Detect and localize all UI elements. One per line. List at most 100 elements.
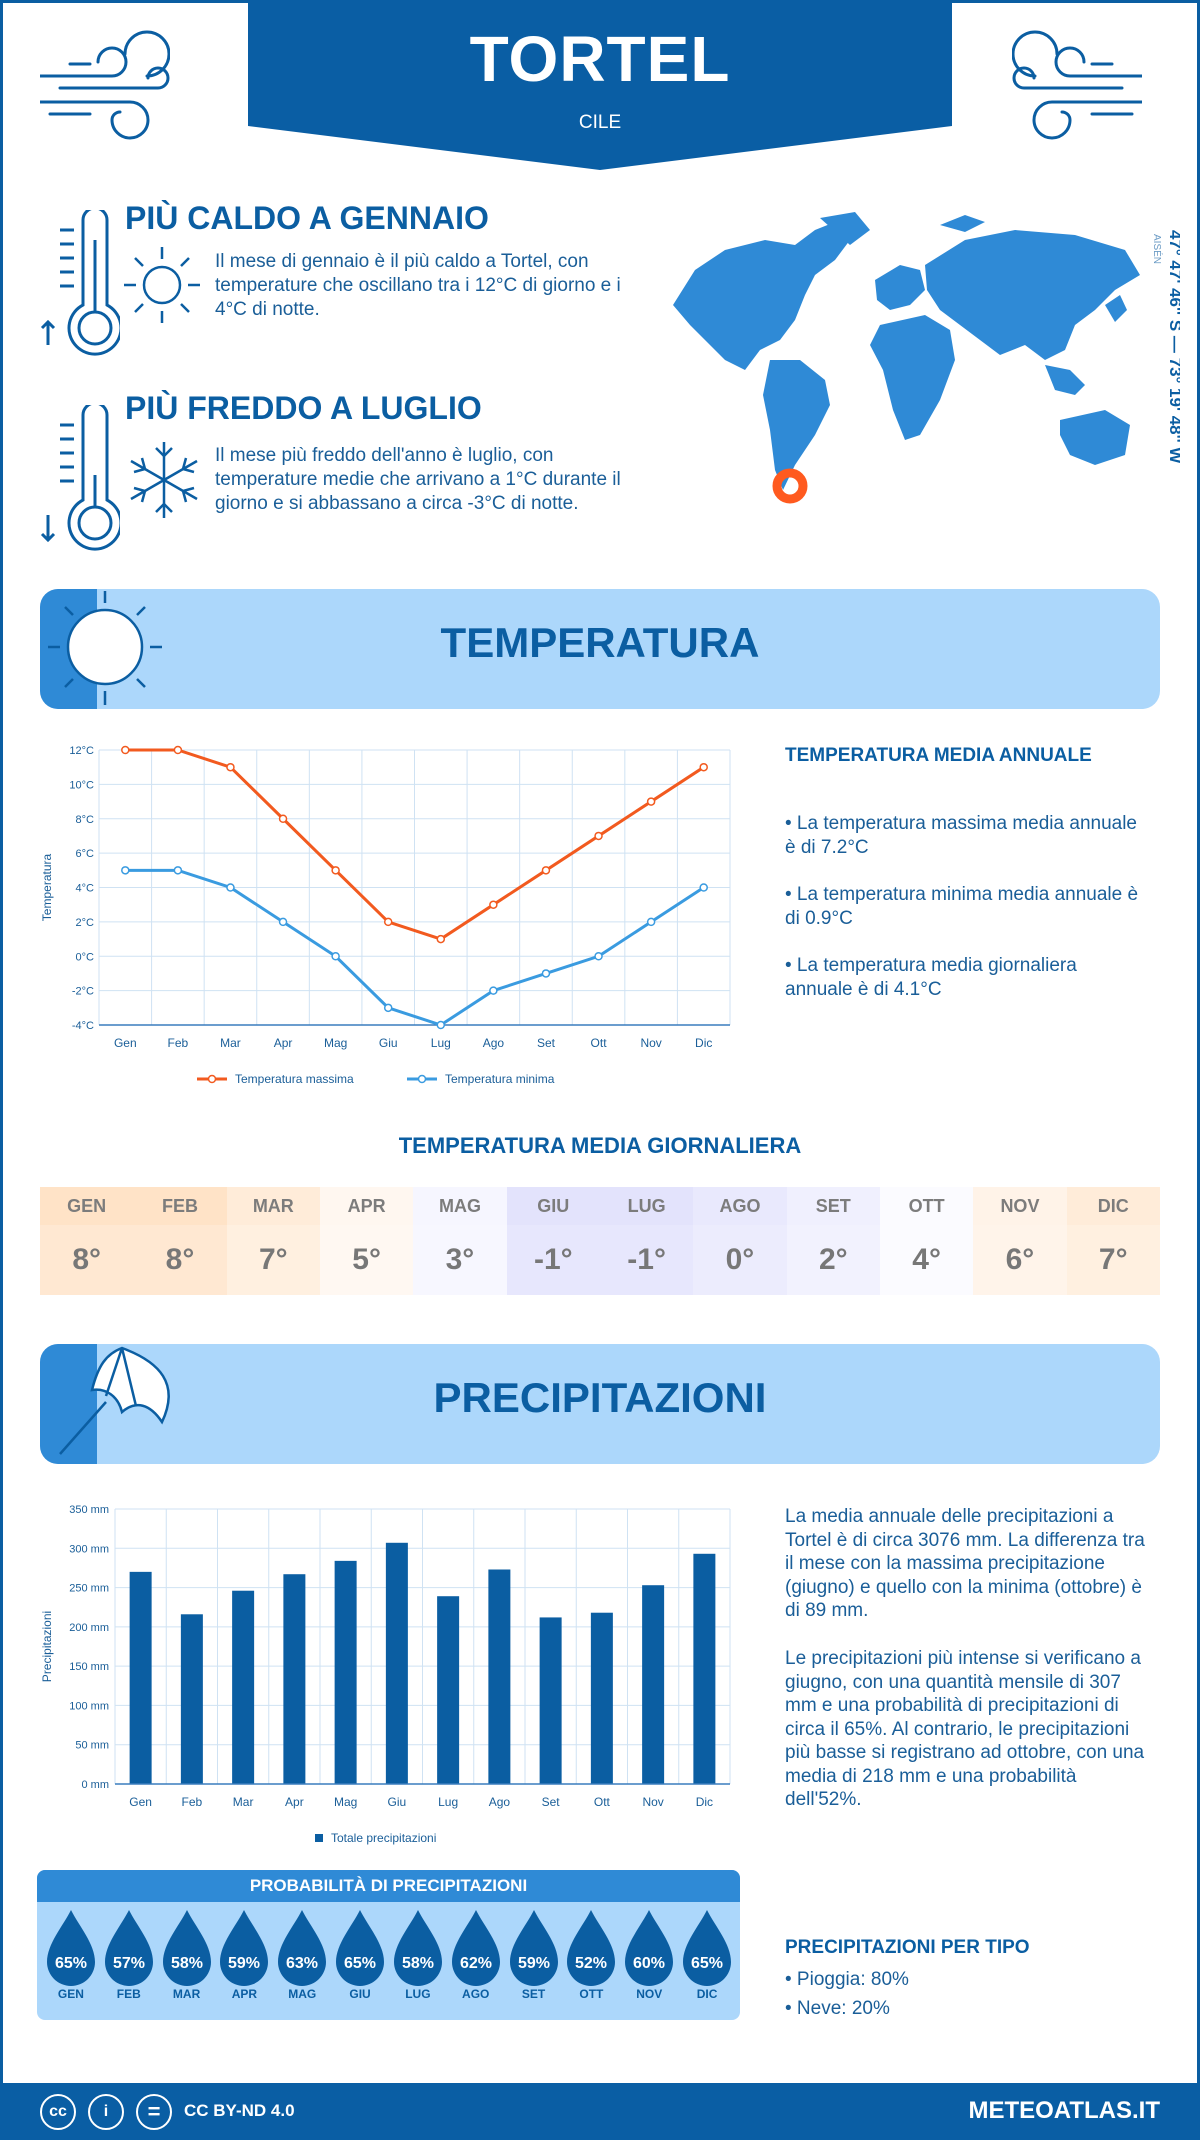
drop-shape xyxy=(393,1910,442,1986)
daily-month: FEB xyxy=(133,1187,227,1225)
daily-cell: GEN 8° xyxy=(40,1187,134,1295)
drop-shape xyxy=(46,1910,95,1986)
daily-cell: GIU -1° xyxy=(506,1187,600,1295)
y-tick-label: 0 mm xyxy=(82,1779,110,1791)
x-tick-label: Apr xyxy=(274,1036,293,1050)
x-tick-label: Nov xyxy=(640,1036,661,1050)
data-point xyxy=(646,797,656,806)
probability-item: 62% AGO xyxy=(447,1908,505,2001)
probability-item: 65% GIU xyxy=(331,1908,389,2001)
brand-link[interactable]: METEOATLAS.IT xyxy=(968,2097,1160,2124)
probability-item: 65% GEN xyxy=(42,1908,100,2001)
x-tick-label: Nov xyxy=(642,1795,663,1809)
probability-value: 60% xyxy=(633,1955,665,1972)
daily-cell: APR 5° xyxy=(319,1187,414,1295)
precip-type-rain: • Pioggia: 80% xyxy=(785,1969,909,1990)
data-point xyxy=(489,986,498,995)
y-tick-label: 0°C xyxy=(76,951,95,963)
legend-label: Temperatura minima xyxy=(445,1072,555,1086)
data-point xyxy=(594,831,603,841)
drop-shape xyxy=(220,1910,269,1986)
raindrop-icon: 63% xyxy=(278,1910,327,1986)
x-tick-label: Mar xyxy=(233,1795,254,1809)
probability-value: 58% xyxy=(171,1955,203,1972)
country-name: CILE xyxy=(578,112,622,133)
data-point xyxy=(383,917,393,927)
probability-month: NOV xyxy=(636,1987,663,2001)
data-point xyxy=(383,1003,393,1013)
data-point xyxy=(646,917,656,927)
coldest-text: Il mese più freddo dell'anno è luglio, c… xyxy=(215,445,621,514)
bar xyxy=(488,1569,511,1784)
data-point xyxy=(594,952,603,961)
daily-value: -1° xyxy=(506,1225,600,1295)
probability-value: 62% xyxy=(460,1955,492,1972)
bar xyxy=(437,1596,460,1784)
warmest-text: Il mese di gennaio è il più caldo a Tort… xyxy=(215,251,621,320)
data-point xyxy=(436,1020,446,1030)
world-map xyxy=(673,212,1140,504)
umbrella-icon xyxy=(59,1346,170,1455)
bar xyxy=(539,1617,562,1784)
coldest-title: PIÙ FREDDO A LUGLIO xyxy=(125,390,482,426)
drop-shape xyxy=(162,1910,211,1986)
sun-icon xyxy=(48,591,162,705)
daily-month: GEN xyxy=(40,1187,134,1225)
temperature-max-avg: • La temperatura massima media annuale è… xyxy=(785,813,1138,858)
x-tick-label: Dic xyxy=(695,1036,712,1050)
bar xyxy=(129,1571,152,1784)
precipitation-probability: PROBABILITÀ DI PRECIPITAZIONI 65% GEN 57% F… xyxy=(37,1870,740,2020)
daily-value: 3° xyxy=(413,1225,507,1295)
series-line xyxy=(125,748,705,941)
thermometer-hot-icon xyxy=(40,210,120,356)
y-tick-label: 150 mm xyxy=(69,1661,109,1673)
probability-drops: 65% GEN 57% FEB 58% MAR 59% APR 63% MAG 65% GIU 58% L… xyxy=(37,1902,740,2001)
y-tick-label: 12°C xyxy=(69,745,94,757)
y-tick-label: 8°C xyxy=(76,814,95,826)
footer: cc i = CC BY-ND 4.0 METEOATLAS.IT xyxy=(0,2083,1200,2140)
snowflake-icon xyxy=(130,442,198,518)
legend-marker xyxy=(417,1074,427,1084)
y-tick-label: -2°C xyxy=(72,986,94,998)
drop-shape xyxy=(683,1910,732,1986)
probability-month: MAR xyxy=(172,1987,201,2001)
x-tick-label: Apr xyxy=(285,1795,304,1809)
daily-cell: OTT 4° xyxy=(879,1187,974,1295)
probability-item: 52% OTT xyxy=(562,1908,620,2001)
bar xyxy=(334,1560,357,1784)
probability-item: 65% DIC xyxy=(678,1908,736,2001)
precipitation-details: Le precipitazioni più intense si verific… xyxy=(785,1648,1145,1810)
bar xyxy=(232,1590,255,1784)
x-tick-label: Ott xyxy=(591,1036,608,1050)
data-point xyxy=(436,934,446,944)
precipitation-header: PRECIPITAZIONI xyxy=(40,1344,1160,1464)
x-tick-label: Dic xyxy=(696,1795,713,1809)
probability-month: SET xyxy=(521,1987,546,2001)
probability-month: DIC xyxy=(696,1987,718,2001)
probability-item: 58% MAR xyxy=(158,1908,216,2001)
probability-month: AGO xyxy=(462,1987,490,2001)
x-tick-label: Giu xyxy=(379,1036,398,1050)
probability-month: APR xyxy=(231,1987,258,2001)
license-label[interactable]: CC BY-ND 4.0 xyxy=(184,2101,295,2120)
drop-shape xyxy=(567,1910,616,1986)
temperature-side-title: TEMPERATURA MEDIA ANNUALE xyxy=(785,745,1092,766)
drop-shape xyxy=(336,1910,385,1986)
raindrop-icon: 58% xyxy=(162,1910,211,1986)
y-tick-label: 200 mm xyxy=(69,1622,109,1634)
data-point xyxy=(121,745,130,755)
bar xyxy=(642,1585,665,1784)
drop-shape xyxy=(104,1910,153,1986)
daily-value: 2° xyxy=(786,1225,880,1295)
y-tick-label: 6°C xyxy=(76,848,95,860)
probability-value: 65% xyxy=(344,1955,376,1972)
probability-month: GEN xyxy=(57,1987,84,2001)
probability-value: 52% xyxy=(575,1955,607,1972)
probability-month: GIU xyxy=(349,1987,371,2001)
bar xyxy=(693,1553,716,1784)
data-point xyxy=(278,814,288,823)
probability-value: 57% xyxy=(113,1955,145,1972)
precipitation-summary: La media annuale delle precipitazioni a … xyxy=(785,1506,1145,1621)
daily-temperature-title: TEMPERATURA MEDIA GIORNALIERA xyxy=(398,1133,802,1158)
y-tick-label: 350 mm xyxy=(69,1504,109,1516)
